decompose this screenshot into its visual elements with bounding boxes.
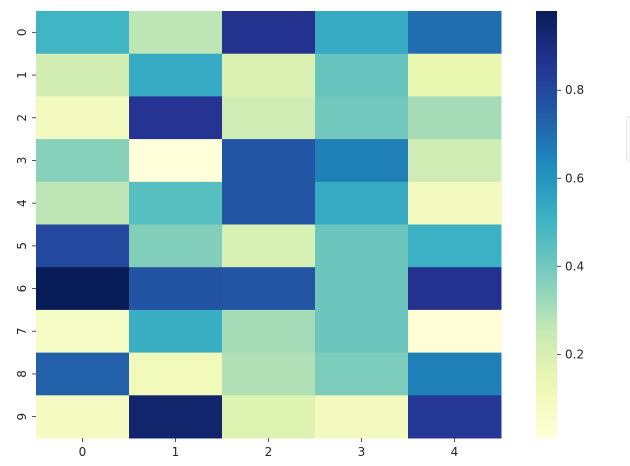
y-tick-label: 4	[15, 199, 29, 207]
heatmap-cell	[408, 352, 502, 396]
y-tick-label: 0	[15, 29, 29, 37]
x-tick-label: 3	[358, 445, 366, 459]
heatmap-cell	[129, 139, 223, 183]
y-tick-label: 8	[15, 370, 29, 378]
colorbar-tick-label: 0.8	[565, 83, 584, 97]
heatmap-cell	[408, 11, 502, 55]
heatmap-cell	[36, 139, 130, 183]
y-tick-label: 1	[15, 71, 29, 79]
heatmap-cell	[36, 395, 130, 439]
heatmap-cell	[222, 53, 316, 97]
heatmap-cell	[315, 53, 409, 97]
heatmap-cell	[315, 96, 409, 140]
x-axis: 0 1 2 3 4	[79, 438, 459, 459]
heatmap-cell	[408, 395, 502, 439]
heatmap-cell	[36, 53, 130, 97]
heatmap-cell	[222, 224, 316, 268]
y-tick-label: 9	[15, 413, 29, 421]
heatmap-cell	[222, 139, 316, 183]
heatmap-cell	[129, 224, 223, 268]
heatmap-cells	[36, 11, 502, 439]
heatmap-cell	[129, 309, 223, 354]
heatmap-cell	[36, 224, 130, 268]
heatmap-cell	[222, 181, 316, 225]
heatmap-cell	[315, 181, 409, 225]
heatmap-cell	[222, 11, 316, 55]
y-tick-label: 5	[15, 242, 29, 250]
colorbar-tick-label: 0.4	[565, 259, 584, 273]
edge-widget-handle[interactable]	[626, 116, 630, 162]
heatmap-cell	[129, 53, 223, 97]
heatmap-cell	[408, 224, 502, 268]
heatmap-cell	[408, 139, 502, 183]
colorbar-gradient	[536, 11, 557, 438]
heatmap-cell	[222, 309, 316, 354]
heatmap-cell	[408, 267, 502, 311]
heatmap-cell	[129, 352, 223, 396]
heatmap-cell	[36, 96, 130, 140]
heatmap-cell	[36, 11, 130, 55]
heatmap-cell	[36, 267, 130, 311]
colorbar-tick-label: 0.6	[565, 171, 584, 185]
heatmap-cell	[315, 139, 409, 183]
heatmap-cell	[36, 181, 130, 225]
heatmap-cell	[222, 395, 316, 439]
x-tick-label: 2	[265, 445, 273, 459]
heatmap-cell	[129, 267, 223, 311]
y-tick-label: 6	[15, 285, 29, 293]
heatmap-cell	[315, 352, 409, 396]
heatmap-cell	[315, 395, 409, 439]
heatmap-cell	[222, 352, 316, 396]
heatmap-cell	[408, 53, 502, 97]
heatmap-cell	[408, 96, 502, 140]
heatmap-cell	[129, 181, 223, 225]
heatmap-cell	[408, 181, 502, 225]
heatmap-cell	[222, 96, 316, 140]
colorbar-ticks: 0.2 0.4 0.6 0.8	[557, 83, 584, 361]
heatmap-cell	[315, 224, 409, 268]
y-tick-label: 7	[15, 327, 29, 335]
heatmap-cell	[315, 11, 409, 55]
y-tick-label: 3	[15, 157, 29, 165]
colorbar-tick-label: 0.2	[565, 347, 584, 361]
heatmap-cell	[222, 267, 316, 311]
x-tick-label: 4	[451, 445, 459, 459]
heatmap-cell	[36, 309, 130, 354]
heatmap-cell	[315, 267, 409, 311]
heatmap-cell	[315, 309, 409, 354]
heatmap-cell	[129, 11, 223, 55]
x-tick-label: 1	[172, 445, 180, 459]
heatmap-cell	[36, 352, 130, 396]
heatmap-cell	[129, 96, 223, 140]
y-tick-label: 2	[15, 114, 29, 122]
heatmap-cell	[408, 309, 502, 354]
colorbar: 0.2 0.4 0.6 0.8	[536, 11, 584, 438]
y-axis: 0 1 2 3 4 5 6 7 8 9	[15, 29, 36, 421]
x-tick-label: 0	[79, 445, 87, 459]
heatmap-cell	[129, 395, 223, 439]
